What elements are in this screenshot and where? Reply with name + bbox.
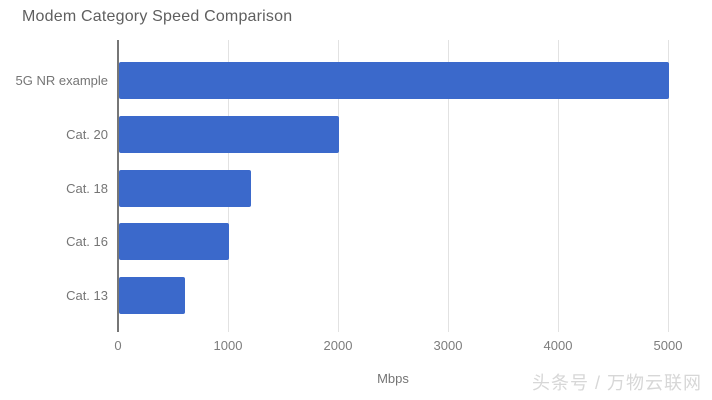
gridline xyxy=(557,40,559,332)
gridline xyxy=(667,40,669,332)
y-axis-label: Cat. 18 xyxy=(66,180,108,196)
bar-5g-nr-example xyxy=(119,62,669,99)
y-axis-label: Cat. 13 xyxy=(66,288,108,304)
y-axis-label: Cat. 20 xyxy=(66,126,108,142)
zero-axis-line xyxy=(117,40,119,332)
chart-title: Modem Category Speed Comparison xyxy=(22,8,293,25)
x-tick-label: 3000 xyxy=(433,338,463,353)
watermark: 头条号 / 万物云联网 xyxy=(531,373,702,393)
x-tick-label: 1000 xyxy=(213,338,243,353)
gridline xyxy=(337,40,339,332)
x-axis-title: Mbps xyxy=(377,371,409,386)
y-axis-label: 5G NR example xyxy=(15,73,108,88)
bar-cat-20 xyxy=(119,115,339,153)
bar-cat-18 xyxy=(119,169,251,207)
x-tick-label: 2000 xyxy=(323,338,353,353)
plot-area xyxy=(117,40,669,332)
y-axis-label: Cat. 16 xyxy=(66,234,108,250)
x-tick-label: 5000 xyxy=(653,338,683,353)
x-tick-label: 0 xyxy=(114,338,122,353)
bar-cat-16 xyxy=(119,223,229,261)
bar-cat-13 xyxy=(119,277,185,315)
x-tick-label: 4000 xyxy=(543,338,573,353)
gridline xyxy=(447,40,449,332)
